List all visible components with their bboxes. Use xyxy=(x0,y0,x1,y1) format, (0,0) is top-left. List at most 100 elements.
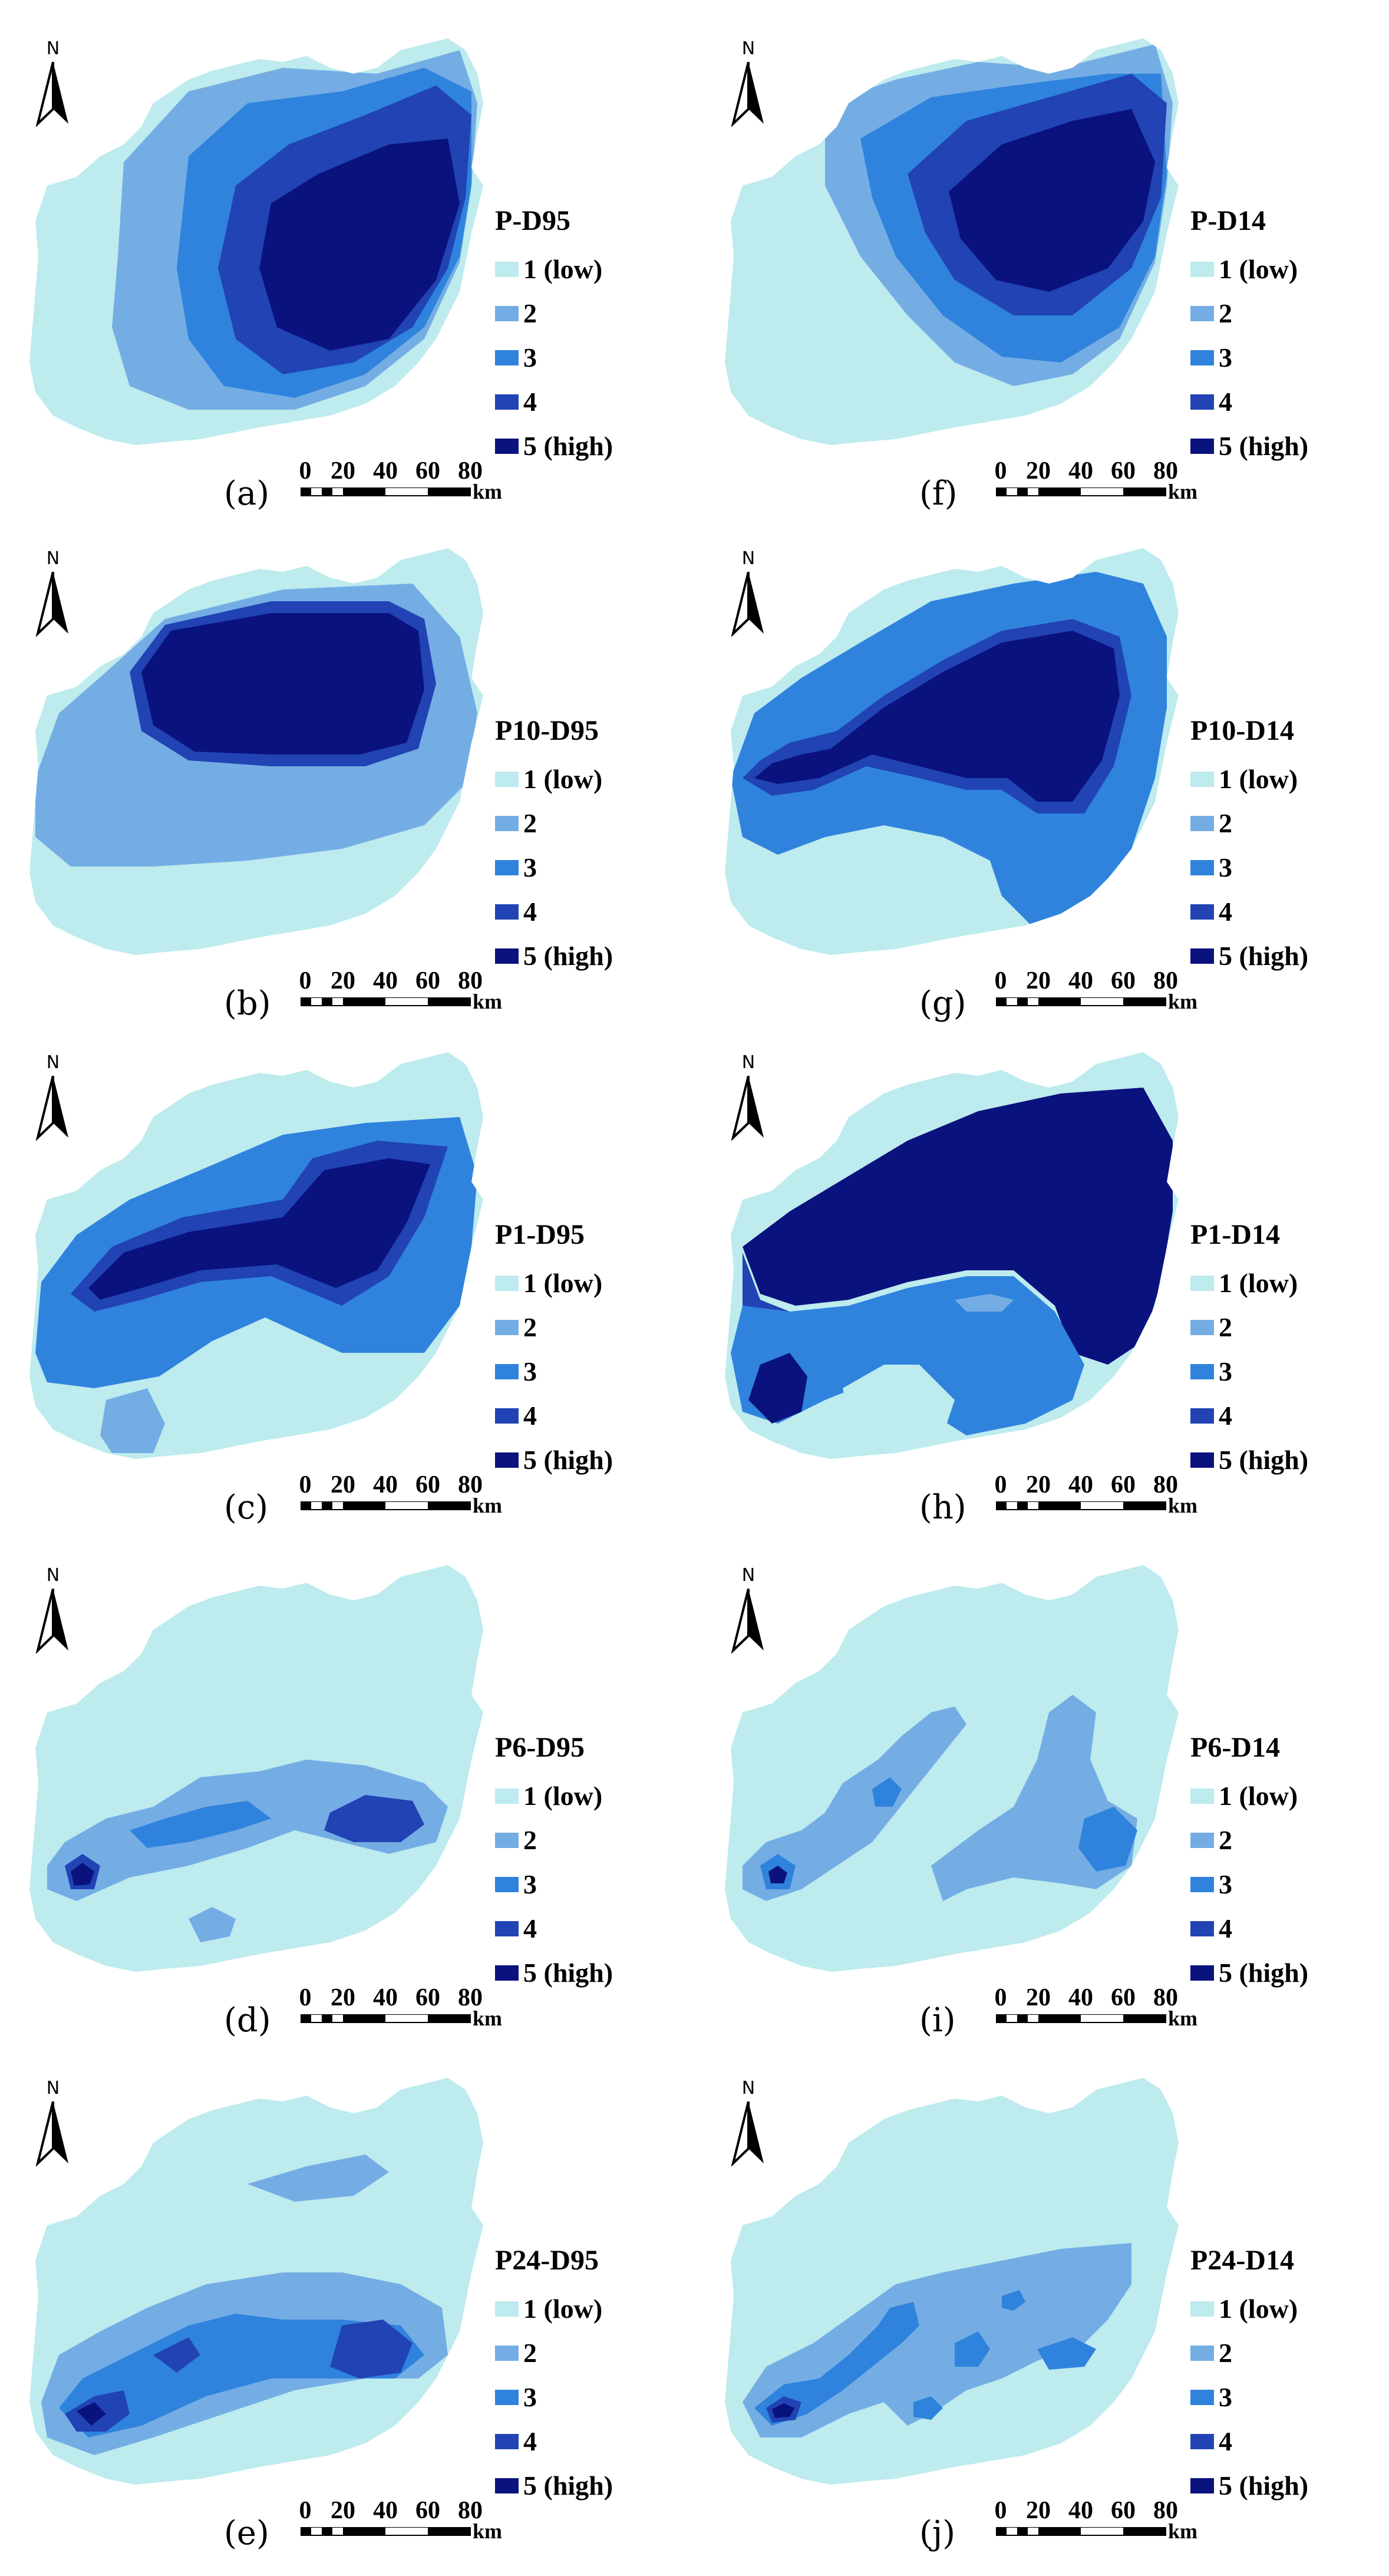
map-panel-g: N P10-D14 1 (low) 2 3 4 5 (high) 0 20 40 60 80 k… xyxy=(707,519,1344,1032)
legend-swatch xyxy=(1190,948,1214,964)
north-arrow: N xyxy=(35,2078,71,2166)
legend-item-2: 2 xyxy=(1190,291,1344,335)
legend-label: 2 xyxy=(523,2338,537,2368)
legend-item-2: 2 xyxy=(495,291,648,335)
legend-item-3: 3 xyxy=(1190,1862,1344,1906)
legend: P24-D95 1 (low) 2 3 4 5 (high) xyxy=(495,2243,648,2508)
legend-item-4: 4 xyxy=(495,1394,648,1438)
scale-tick-40: 40 xyxy=(1068,2497,1093,2524)
north-letter: N xyxy=(741,38,755,59)
legend-swatch xyxy=(495,261,519,277)
legend: P1-D95 1 (low) 2 3 4 5 (high) xyxy=(495,1217,648,1482)
scale-tick-80: 80 xyxy=(458,2497,483,2524)
panel-label: (b) xyxy=(224,984,271,1023)
legend-item-5: 5 (high) xyxy=(495,1951,648,1995)
map-panel-c: N P1-D95 1 (low) 2 3 4 5 (high) 0 20 40 60 80 km… xyxy=(12,1023,648,1536)
scale-tick-40: 40 xyxy=(373,1471,398,1498)
legend: P10-D14 1 (low) 2 3 4 5 (high) xyxy=(1190,713,1344,978)
island-base xyxy=(29,1565,483,1972)
scale-tick-0: 0 xyxy=(994,1984,1007,2011)
legend-title: P10-D14 xyxy=(1190,715,1294,746)
risk-zone-level-5 xyxy=(71,1863,94,1886)
legend-items: 1 (low) 2 3 4 5 (high) xyxy=(1190,247,1344,468)
north-arrow-icon xyxy=(35,62,68,127)
scale-bar-graphic xyxy=(301,2527,471,2536)
legend-swatch xyxy=(1190,904,1214,920)
legend-item-1: 1 (low) xyxy=(1190,1261,1344,1305)
scale-tick-labels: 0 20 40 60 80 xyxy=(994,1984,1179,2013)
risk-zone-level-2 xyxy=(248,2155,389,2202)
legend-swatch xyxy=(495,1876,519,1892)
map-panel-h: N P1-D14 1 (low) 2 3 4 5 (high) 0 20 40 60 80 km… xyxy=(707,1023,1344,1536)
legend-swatch xyxy=(1190,1965,1214,1981)
legend-item-4: 4 xyxy=(1190,890,1344,934)
scale-bar-graphic xyxy=(301,1501,471,1510)
legend-label: 4 xyxy=(1219,387,1232,417)
legend-label: 2 xyxy=(523,1825,537,1855)
legend-swatch xyxy=(495,1921,519,1936)
north-arrow-icon xyxy=(731,1589,764,1653)
scale-tick-40: 40 xyxy=(373,457,398,485)
legend-label: 5 (high) xyxy=(1219,431,1309,461)
scale-tick-0: 0 xyxy=(994,2497,1007,2524)
scale-unit: km xyxy=(1168,1494,1198,1517)
risk-zone-level-1 xyxy=(843,1365,955,1447)
scale-tick-40: 40 xyxy=(1068,1984,1093,2011)
scale-unit: km xyxy=(473,2519,503,2543)
north-letter: N xyxy=(741,2078,755,2099)
north-letter: N xyxy=(46,1052,60,1073)
scale-bar-graphic xyxy=(996,1501,1166,1510)
legend-item-5: 5 (high) xyxy=(495,424,648,468)
legend-swatch xyxy=(495,305,519,321)
north-arrow-icon xyxy=(731,572,764,637)
island-map xyxy=(725,548,1179,955)
legend-title: P6-D14 xyxy=(1190,1732,1280,1763)
legend-swatch xyxy=(495,904,519,920)
scale-bar: 0 20 40 60 80 km xyxy=(994,1984,1198,2031)
legend-item-3: 3 xyxy=(1190,845,1344,890)
scale-unit: km xyxy=(473,2007,503,2030)
north-arrow: N xyxy=(731,38,766,127)
risk-zone-level-5 xyxy=(748,1353,807,1424)
legend-label: 1 (low) xyxy=(523,254,603,284)
legend-label: 4 xyxy=(523,1401,537,1431)
risk-zone-level-1 xyxy=(153,1365,306,1459)
legend-item-3: 3 xyxy=(495,1862,648,1906)
scale-tick-0: 0 xyxy=(299,2497,312,2524)
legend-label: 3 xyxy=(523,342,537,373)
legend-item-3: 3 xyxy=(495,1349,648,1394)
scale-tick-labels: 0 20 40 60 80 xyxy=(299,2496,483,2526)
legend-label: 3 xyxy=(1219,1869,1232,1899)
legend-item-3: 3 xyxy=(495,2375,648,2419)
scale-tick-labels: 0 20 40 60 80 xyxy=(299,1984,483,2013)
legend-label: 2 xyxy=(523,298,537,328)
legend-swatch xyxy=(1190,438,1214,454)
scale-tick-80: 80 xyxy=(1153,1984,1178,2011)
panel-label: (a) xyxy=(224,475,270,513)
legend-swatch xyxy=(1190,2433,1214,2449)
risk-zone-level-3 xyxy=(955,2331,990,2367)
legend-swatch xyxy=(1190,2345,1214,2361)
north-arrow: N xyxy=(35,38,71,127)
legend-label: 2 xyxy=(1219,298,1232,328)
legend-swatch xyxy=(495,1965,519,1981)
legend-item-5: 5 (high) xyxy=(495,1438,648,1482)
legend-swatch xyxy=(495,815,519,831)
legend-swatch xyxy=(1190,1876,1214,1892)
risk-zone-level-3 xyxy=(731,1276,1084,1435)
map-panel-d: N P6-D95 1 (low) 2 3 4 5 (high) 0 20 40 60 80 km… xyxy=(12,1536,648,2048)
risk-zone-level-3 xyxy=(130,1801,271,1848)
legend-items: 1 (low) 2 3 4 5 (high) xyxy=(495,1774,648,1995)
legend-items: 1 (low) 2 3 4 5 (high) xyxy=(1190,1261,1344,1482)
scale-tick-20: 20 xyxy=(331,1471,355,1498)
scale-tick-80: 80 xyxy=(458,457,483,485)
risk-zone-level-5 xyxy=(259,139,460,351)
legend-label: 4 xyxy=(1219,1401,1232,1431)
legend-swatch xyxy=(495,2478,519,2493)
map-panel-b: N P10-D95 1 (low) 2 3 4 5 (high) 0 20 40 60 80 k… xyxy=(12,519,648,1032)
north-arrow-icon xyxy=(35,1076,68,1141)
legend-label: 3 xyxy=(523,1869,537,1899)
scale-tick-labels: 0 20 40 60 80 xyxy=(994,2496,1179,2526)
north-letter: N xyxy=(741,1565,755,1586)
legend: P-D14 1 (low) 2 3 4 5 (high) xyxy=(1190,203,1344,468)
